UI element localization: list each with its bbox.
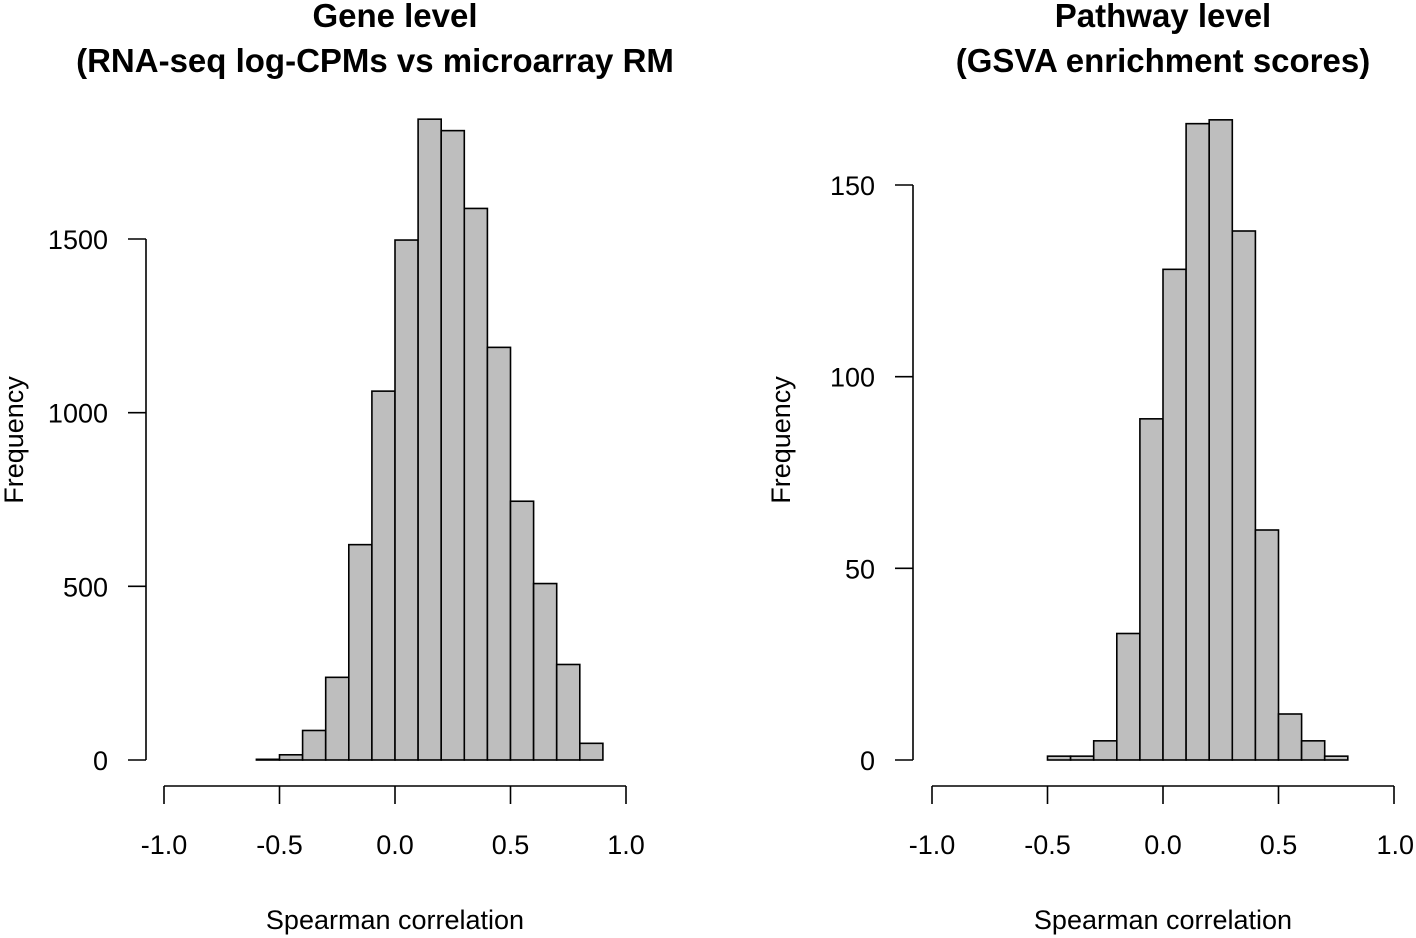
pathway-level-x-tick-label: 0.5	[1260, 830, 1298, 860]
pathway-level-y-tick-label: 100	[830, 363, 875, 393]
gene-level-y-tick-label: 1500	[48, 225, 108, 255]
pathway-level-x-tick-label: -1.0	[909, 830, 956, 860]
pathway-level-x-axis-label: Spearman correlation	[1034, 905, 1292, 935]
pathway-level-panel: Pathway level (GSVA enrichment scores) F…	[766, 0, 1414, 935]
pathway-level-bar	[1046, 755, 1072, 761]
pathway-level-y-axis: 0 50 100 150	[830, 171, 914, 776]
pathway-level-bar	[1162, 268, 1187, 761]
pathway-level-bar	[1208, 119, 1234, 761]
gene-level-bars	[255, 118, 604, 761]
gene-level-bar	[301, 729, 327, 761]
gene-level-x-axis: -1.0 -0.5 0.0 0.5 1.0	[141, 785, 645, 860]
gene-level-y-tick-label: 1000	[48, 399, 108, 429]
pathway-level-bar	[1116, 632, 1141, 761]
pathway-level-x-tick-label: -0.5	[1024, 830, 1071, 860]
pathway-level-x-tick-label: 1.0	[1376, 830, 1414, 860]
pathway-level-bar	[1231, 230, 1257, 761]
gene-level-panel: Gene level (RNA-seq log-CPMs vs microarr…	[0, 0, 674, 935]
gene-level-bar	[463, 207, 489, 761]
gene-level-bar	[555, 663, 581, 761]
gene-level-bar	[440, 129, 466, 761]
pathway-level-bar	[1069, 755, 1095, 761]
gene-level-title: Gene level	[312, 0, 477, 34]
gene-level-x-tick-label: 0.0	[376, 830, 414, 860]
gene-level-x-tick-label: -0.5	[256, 830, 303, 860]
pathway-level-title: Pathway level	[1055, 0, 1271, 34]
gene-level-y-tick-label: 0	[93, 746, 108, 776]
gene-level-bar	[486, 346, 512, 761]
pathway-level-bar	[1092, 740, 1118, 761]
pathway-level-bar	[1277, 713, 1303, 761]
pathway-level-subtitle: (GSVA enrichment scores)	[956, 42, 1370, 79]
pathway-level-y-axis-label: Frequency	[766, 376, 796, 504]
pathway-level-y-tick-label: 50	[845, 554, 875, 584]
gene-level-bar	[371, 390, 396, 761]
pathway-level-y-tick-label: 150	[830, 171, 875, 201]
pathway-level-bar	[1185, 122, 1210, 761]
gene-level-bar	[532, 582, 558, 761]
pathway-level-x-axis: -1.0 -0.5 0.0 0.5 1.0	[909, 785, 1414, 860]
gene-level-bar	[255, 758, 281, 761]
pathway-level-bar	[1139, 418, 1164, 761]
pathway-level-bars	[1046, 119, 1349, 761]
gene-level-x-tick-label: 0.5	[492, 830, 530, 860]
pathway-level-bar	[1323, 755, 1349, 761]
gene-level-bar	[509, 500, 535, 761]
gene-level-y-tick-label: 500	[63, 572, 108, 602]
gene-level-bar	[578, 742, 604, 761]
gene-level-x-tick-label: -1.0	[141, 830, 188, 860]
gene-level-bar	[417, 118, 443, 761]
gene-level-subtitle: (RNA-seq log-CPMs vs microarray RM	[76, 42, 674, 79]
pathway-level-y-tick-label: 0	[860, 746, 875, 776]
gene-level-x-axis-label: Spearman correlation	[266, 905, 524, 935]
gene-level-bar	[347, 543, 373, 761]
gene-level-y-axis-label: Frequency	[0, 376, 29, 504]
pathway-level-x-tick-label: 0.0	[1144, 830, 1182, 860]
pathway-level-bar	[1300, 740, 1326, 761]
gene-level-bar	[278, 753, 304, 761]
gene-level-x-tick-label: 1.0	[607, 830, 645, 860]
gene-level-y-axis: 0 500 1000 1500	[48, 225, 147, 776]
gene-level-bar	[324, 676, 350, 761]
pathway-level-bar	[1254, 529, 1280, 761]
gene-level-bar	[394, 239, 419, 761]
